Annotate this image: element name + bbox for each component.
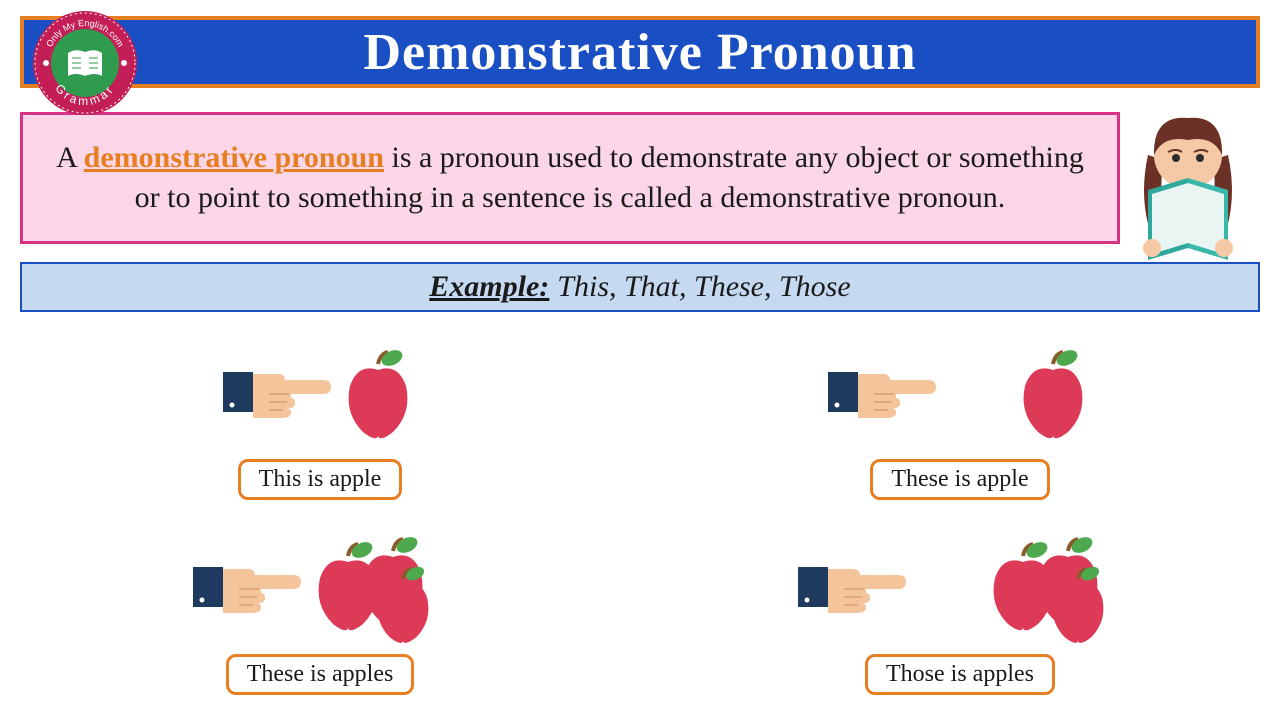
definition-text: A demonstrative pronoun is a pronoun use… xyxy=(43,138,1097,219)
example-cell-those: Those is apples xyxy=(700,515,1220,710)
definition-highlight: demonstrative pronoun xyxy=(84,141,384,174)
example-cell-these-plural: These is apples xyxy=(60,515,580,710)
girl-reading-icon xyxy=(1118,100,1258,260)
example-cell-this: This is apple xyxy=(60,320,580,515)
example-bar: Example: This, That, These, Those xyxy=(20,262,1260,312)
example-caption: This is apple xyxy=(238,459,403,500)
pointer-row xyxy=(828,335,1093,455)
apple-icon xyxy=(338,348,418,443)
definition-prefix: A xyxy=(56,141,84,174)
page-title: Demonstrative Pronoun xyxy=(363,23,916,82)
example-list: This, That, These, Those xyxy=(557,270,850,304)
pointing-hand-icon xyxy=(193,545,308,635)
pointing-hand-icon xyxy=(798,545,913,635)
logo-badge: Only My English.com Grammar xyxy=(30,8,140,118)
example-cell-these-single: These is apple xyxy=(700,320,1220,515)
pointer-row xyxy=(223,335,418,455)
example-label: Example: xyxy=(429,270,549,304)
apple-icon xyxy=(1013,348,1093,443)
pointing-hand-icon xyxy=(223,350,338,440)
definition-box: A demonstrative pronoun is a pronoun use… xyxy=(20,112,1120,244)
example-caption: These is apples xyxy=(226,654,415,695)
apple-cluster-icon xyxy=(308,535,448,645)
example-caption: Those is apples xyxy=(865,654,1055,695)
apple-cluster-icon xyxy=(983,535,1123,645)
examples-grid: This is apple These is apple These is ap… xyxy=(60,320,1220,710)
pointer-row xyxy=(193,530,448,650)
pointing-hand-icon xyxy=(828,350,943,440)
example-caption: These is apple xyxy=(870,459,1049,500)
pointer-row xyxy=(798,530,1123,650)
header-bar: Demonstrative Pronoun xyxy=(20,16,1260,88)
